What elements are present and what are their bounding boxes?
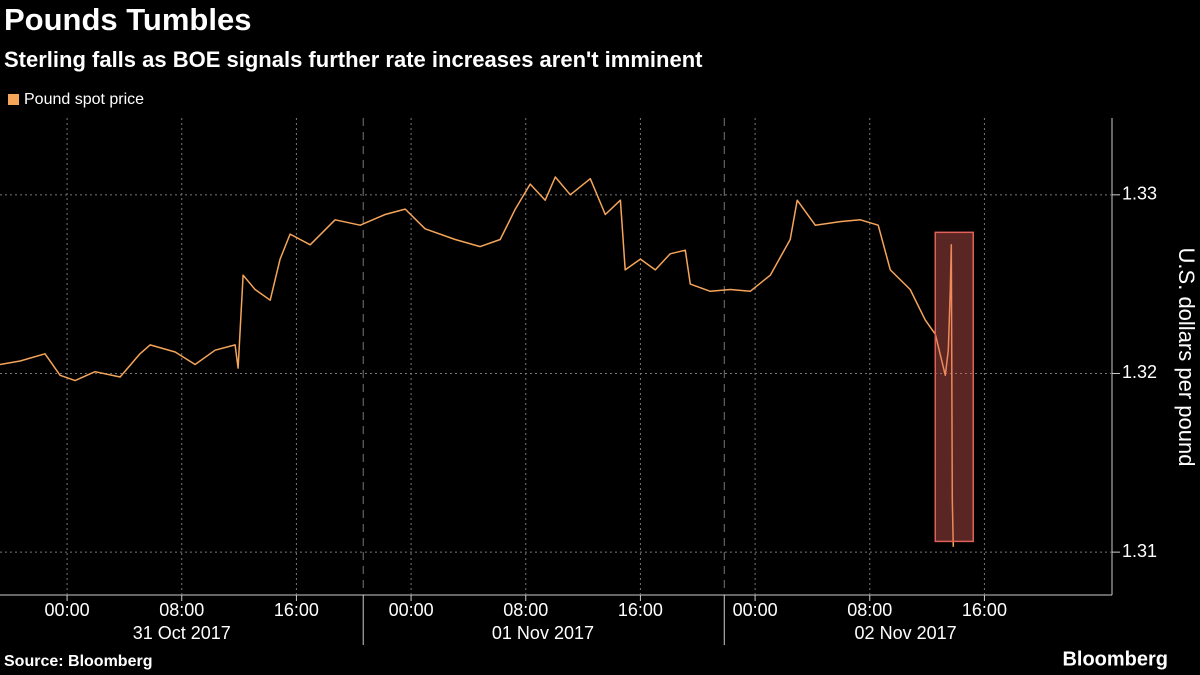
x-tick-label: 00:00 <box>389 600 434 620</box>
highlight-box <box>934 231 975 543</box>
x-tick-label: 08:00 <box>847 600 892 620</box>
y-tick-label: 1.33 <box>1122 184 1157 204</box>
x-tick-label: 00:00 <box>733 600 778 620</box>
y-tick-label: 1.31 <box>1122 541 1157 561</box>
price-line <box>0 176 955 547</box>
x-tick-label: 16:00 <box>274 600 319 620</box>
date-label: 01 Nov 2017 <box>492 623 594 643</box>
chart-subtitle: Sterling falls as BOE signals further ra… <box>4 47 703 72</box>
legend-swatch <box>8 94 19 105</box>
x-tick-label: 16:00 <box>618 600 663 620</box>
legend-label: Pound spot price <box>24 91 144 108</box>
source: Source: Bloomberg <box>4 653 152 670</box>
x-tick-label: 16:00 <box>962 600 1007 620</box>
y-tick-label: 1.32 <box>1122 362 1157 382</box>
x-tick-label: 08:00 <box>159 600 204 620</box>
y-axis-label: U.S. dollars per pound <box>1174 248 1199 467</box>
x-tick-label: 08:00 <box>503 600 548 620</box>
date-label: 02 Nov 2017 <box>855 623 957 643</box>
x-tick-label: 00:00 <box>45 600 90 620</box>
date-label: 31 Oct 2017 <box>133 623 231 643</box>
brand: Bloomberg <box>1062 648 1168 670</box>
chart-title: Pounds Tumbles <box>4 2 251 37</box>
